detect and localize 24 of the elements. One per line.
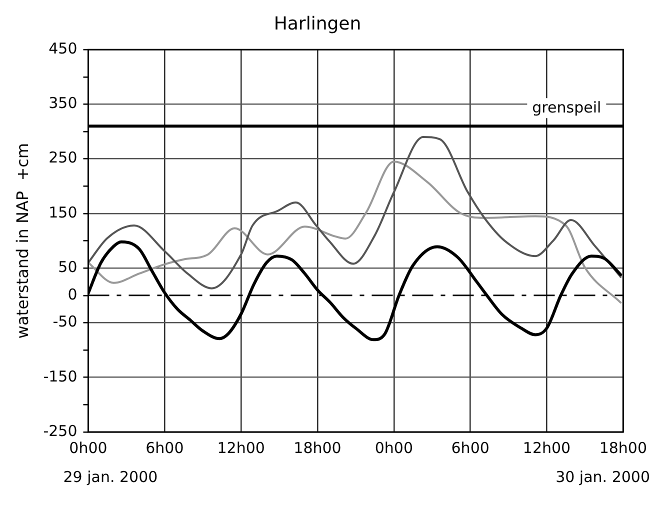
y-axis-title: waterstand in NAP +cm: [12, 143, 32, 339]
x-tick-label: 0h00: [69, 438, 108, 457]
y-tick-label: 150: [48, 203, 78, 222]
y-tick-label: 0: [68, 285, 78, 304]
y-tick-label: 250: [48, 148, 78, 167]
y-tick-label: 450: [48, 39, 78, 58]
y-tick-label: 350: [48, 94, 78, 112]
line-series: [88, 160, 622, 304]
x-tick-label: 6h00: [146, 438, 184, 457]
y-tick-label: 50: [58, 258, 78, 276]
y-tick-label: -250: [43, 422, 78, 440]
line-series: [88, 136, 622, 290]
x-tick-label: 12h00: [522, 438, 571, 457]
y-tick-label: -150: [43, 367, 78, 386]
y-tick-label: -50: [52, 312, 78, 331]
x-tick-label: 18h00: [599, 438, 648, 457]
x-tick-label: 18h00: [294, 438, 342, 457]
text: 29 jan. 2000: [63, 468, 158, 486]
x-tick-label: 0h00: [374, 438, 413, 457]
text: 30 jan. 2000: [556, 468, 650, 486]
chart-title: Harlingen: [274, 13, 362, 34]
ref-line-label: grenspeil: [532, 98, 602, 116]
x-tick-label: 12h00: [217, 438, 265, 457]
x-tick-label: 6h00: [451, 438, 490, 457]
